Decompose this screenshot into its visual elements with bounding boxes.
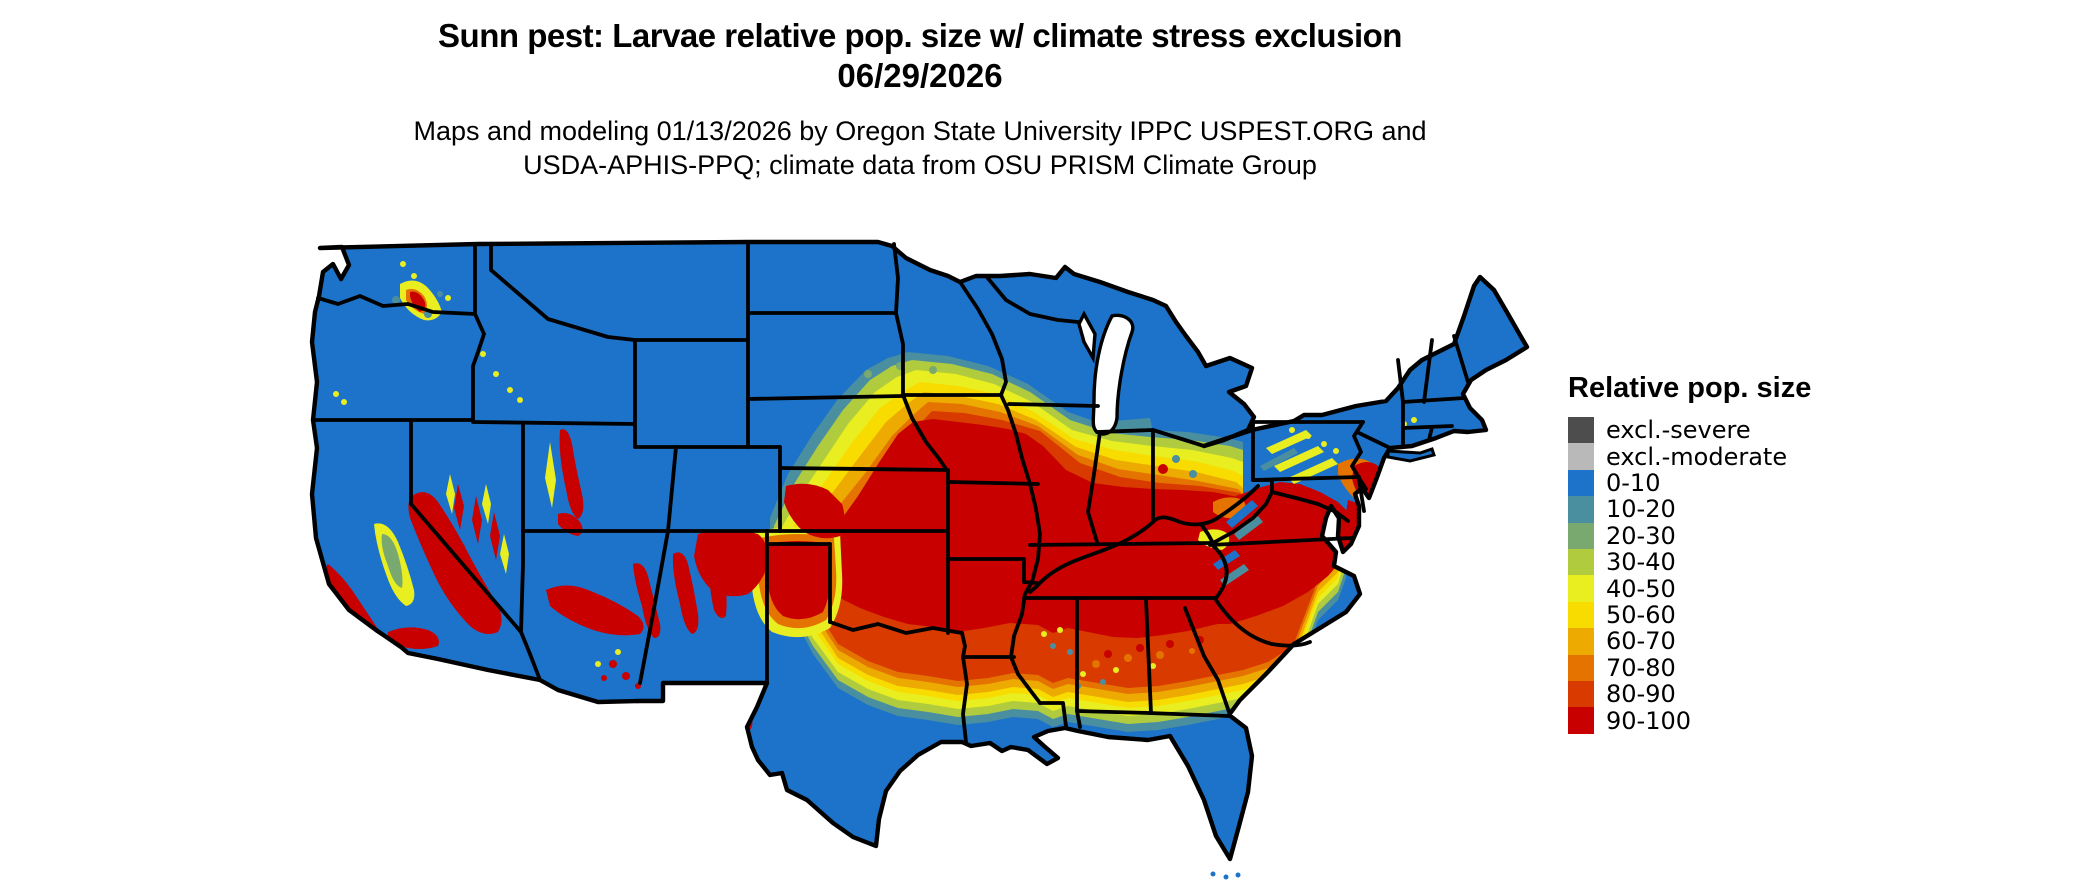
legend-item: excl.-severe (1568, 416, 1898, 445)
long-island (1386, 447, 1436, 463)
legend-item: 50-60 (1568, 600, 1898, 629)
legend-swatch-v10 (1568, 496, 1594, 523)
legend-item: 10-20 (1568, 495, 1898, 524)
legend-swatch-v70 (1568, 654, 1594, 681)
subtitle-line1: Maps and modeling 01/13/2026 by Oregon S… (413, 116, 1427, 146)
legend-label: excl.-severe (1606, 416, 1751, 445)
legend-swatch-exs (1568, 417, 1594, 444)
legend: Relative pop. size excl.-severe excl.-mod… (1568, 372, 1898, 735)
legend-swatch-v90 (1568, 707, 1594, 734)
legend-label: 60-70 (1606, 627, 1676, 656)
legend-label: 50-60 (1606, 600, 1676, 629)
population-gradient-bands (325, 261, 1417, 793)
legend-item: excl.-moderate (1568, 442, 1898, 471)
legend-title: Relative pop. size (1568, 372, 1812, 404)
legend-label: 90-100 (1606, 706, 1692, 735)
florida-keys (1210, 871, 1241, 880)
legend-label: 80-90 (1606, 680, 1676, 709)
map-title-date: 06/29/2026 (837, 57, 1003, 94)
legend-item: 80-90 (1568, 680, 1898, 709)
us-choropleth-map (308, 234, 1548, 884)
legend-items: excl.-severe excl.-moderate 0-10 10-20 20-30… (1568, 416, 1898, 735)
legend-item: 0-10 (1568, 468, 1898, 497)
subtitle-line2: USDA-APHIS-PPQ; climate data from OSU PR… (523, 150, 1317, 180)
state-borders (311, 240, 1470, 744)
legend-swatch-v80 (1568, 680, 1594, 708)
header: Sunn pest: Larvae relative pop. size w/ … (270, 16, 1570, 182)
legend-swatch-v50 (1568, 601, 1594, 629)
legend-swatch-v30 (1568, 548, 1594, 576)
legend-swatch-exm (1568, 443, 1594, 470)
map-svg (309, 239, 1530, 880)
legend-item: 40-50 (1568, 574, 1898, 603)
legend-item: 60-70 (1568, 627, 1898, 656)
legend-item: 90-100 (1568, 706, 1898, 735)
legend-label: 10-20 (1606, 495, 1676, 524)
legend-item: 70-80 (1568, 653, 1898, 682)
legend-label: 30-40 (1606, 548, 1676, 577)
legend-swatch-v40 (1568, 575, 1594, 602)
legend-swatch-v20 (1568, 522, 1594, 549)
map-subtitle: Maps and modeling 01/13/2026 by Oregon S… (270, 114, 1570, 182)
legend-label: 20-30 (1606, 521, 1676, 550)
legend-swatch-v0 (1568, 469, 1594, 497)
legend-label: 0-10 (1606, 468, 1661, 497)
legend-item: 30-40 (1568, 548, 1898, 577)
map-title-line1: Sunn pest: Larvae relative pop. size w/ … (438, 17, 1402, 54)
legend-swatch-v60 (1568, 628, 1594, 655)
legend-item: 20-30 (1568, 521, 1898, 550)
legend-label: excl.-moderate (1606, 442, 1788, 471)
legend-label: 40-50 (1606, 574, 1676, 603)
us-outline (309, 239, 1530, 862)
legend-label: 70-80 (1606, 653, 1676, 682)
